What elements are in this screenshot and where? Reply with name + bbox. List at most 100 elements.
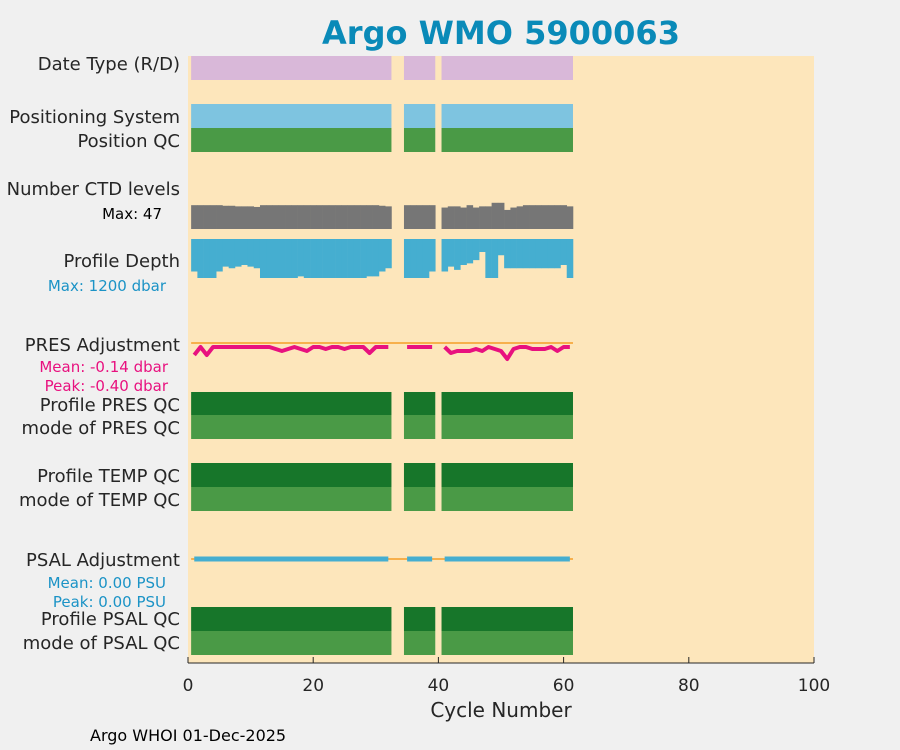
ctd-levels-bar-cycle-4: [209, 205, 217, 229]
ctd-levels-bar-cycle-36: [410, 205, 417, 229]
profile-depth-bar-cycle-28: [360, 239, 367, 278]
profile-depth-bar-cycle-17: [291, 239, 298, 278]
ctd-levels-bar-cycle-30: [372, 205, 380, 229]
profile-depth-bar-cycle-1: [191, 239, 198, 272]
profile-depth-bar-cycle-26: [347, 239, 355, 278]
profile-depth-bar-cycle-61: [566, 239, 574, 278]
ctd-levels-bar-cycle-14: [272, 205, 280, 229]
profile-depth-bar-cycle-5: [216, 239, 223, 272]
mode-psal-qc-bar-1: [191, 631, 392, 655]
profile-depth-bar-cycle-31: [378, 239, 386, 272]
x-tick-label-40: 40: [428, 676, 450, 696]
ctd-levels-bar-cycle-52: [510, 207, 517, 229]
profile-depth-bar-cycle-55: [529, 239, 536, 269]
positioning-system-bar-3: [441, 104, 573, 128]
psal-adjustment-peak-label: Peak: 0.00 PSU: [53, 593, 166, 611]
ctd-levels-bar-cycle-9: [241, 206, 248, 229]
ctd-levels-bar-cycle-19: [303, 205, 311, 229]
profile-depth-bar-cycle-14: [272, 239, 280, 278]
profile-psal-qc-bar-1: [191, 607, 392, 631]
row-label-date-type: Date Type (R/D): [38, 54, 180, 75]
profile-depth-bar-cycle-8: [234, 239, 242, 267]
profile-depth-bar-cycle-49: [491, 239, 499, 278]
ctd-levels-bar-cycle-13: [266, 205, 273, 229]
profile-depth-bar-cycle-52: [510, 239, 517, 269]
profile-depth-bar-cycle-18: [297, 239, 305, 277]
ctd-levels-bar-cycle-43: [454, 206, 461, 229]
ctd-levels-bar-cycle-45: [466, 205, 474, 229]
profile-pres-qc-bar-3: [441, 392, 573, 415]
row-label-pres-adjustment: PRES Adjustment: [25, 335, 180, 356]
x-tick-label-20: 20: [302, 676, 324, 696]
profile-depth-bar-cycle-19: [303, 239, 311, 278]
ctd-levels-bar-cycle-25: [341, 205, 348, 229]
profile-depth-bar-cycle-39: [429, 239, 436, 272]
profile-depth-bar-cycle-41: [441, 239, 449, 272]
profile-depth-bar-cycle-7: [228, 239, 236, 269]
profile-depth-bar-cycle-30: [372, 239, 380, 277]
ctd-levels-bar-cycle-3: [203, 205, 211, 229]
date-type-bar-2: [403, 56, 436, 80]
profile-depth-bar-cycle-24: [335, 239, 342, 278]
ctd-levels-bar-cycle-21: [316, 205, 323, 229]
row-label-profile-pres-qc: Profile PRES QC: [40, 395, 180, 416]
profile-depth-bar-cycle-6: [222, 239, 229, 267]
ctd-levels-bar-cycle-53: [516, 206, 524, 229]
position-qc-bar-2: [403, 128, 436, 152]
profile-depth-bar-cycle-4: [209, 239, 217, 278]
x-axis-ticks: 0 20 40 60 80 100: [183, 657, 830, 696]
ctd-levels-bar-cycle-41: [441, 207, 449, 229]
positioning-system-bar-2: [403, 104, 436, 128]
profile-depth-bar-cycle-38: [422, 239, 430, 278]
profile-depth-bar-cycle-57: [541, 239, 549, 269]
ctd-levels-bar-cycle-59: [554, 205, 561, 229]
profile-temp-qc-bar-3: [441, 463, 573, 487]
x-tick-label-60: 60: [553, 676, 575, 696]
profile-depth-bar-cycle-43: [454, 239, 461, 270]
profile-psal-qc-bar-2: [403, 607, 436, 631]
positioning-system-bar-1: [191, 104, 392, 128]
x-tick-label-0: 0: [183, 676, 194, 696]
profile-depth-bar-cycle-11: [253, 239, 261, 269]
mode-psal-qc-bar-2: [403, 631, 436, 655]
ctd-levels-bar-cycle-54: [522, 205, 530, 229]
ctd-levels-bar-cycle-50: [497, 202, 505, 229]
mode-pres-qc-bar-2: [403, 415, 436, 439]
row-label-mode-pres-qc: mode of PRES QC: [22, 418, 180, 439]
profile-temp-qc-bar-1: [191, 463, 392, 487]
profile-depth-bar-cycle-9: [241, 239, 248, 265]
chart-title: Argo WMO 5900063: [322, 14, 680, 52]
ctd-levels-bar-cycle-38: [422, 205, 430, 229]
pres-adjustment-peak-label: Peak: -0.40 dbar: [45, 377, 169, 395]
mode-psal-qc-bar-3: [441, 631, 573, 655]
pres-adjustment-mean-label: Mean: -0.14 dbar: [39, 358, 169, 376]
ctd-levels-bar-cycle-12: [259, 205, 267, 229]
ctd-levels-bar-cycle-16: [285, 205, 292, 229]
ctd-levels-bar-cycle-51: [504, 209, 511, 229]
plot-area: [188, 56, 814, 663]
row-label-profile-psal-qc: Profile PSAL QC: [41, 609, 180, 630]
profile-depth-bar-cycle-10: [247, 239, 255, 267]
ctd-levels-max-label: Max: 47: [102, 205, 162, 223]
ctd-levels-bar-cycle-28: [360, 205, 367, 229]
profile-depth-bar-cycle-15: [278, 239, 286, 278]
x-tick-label-80: 80: [678, 676, 700, 696]
ctd-levels-bar-cycle-35: [403, 205, 411, 229]
profile-depth-bar-cycle-21: [316, 239, 323, 278]
profile-depth-bar-cycle-37: [416, 239, 424, 278]
ctd-levels-bar-cycle-27: [353, 205, 361, 229]
profile-depth-bar-cycle-60: [560, 239, 568, 265]
profile-depth-bar-cycle-3: [203, 239, 211, 278]
ctd-levels-bar-cycle-31: [378, 205, 386, 229]
ctd-levels-bar-cycle-10: [247, 206, 255, 229]
ctd-levels-bar-cycle-18: [297, 205, 305, 229]
pres-adjustment-line-1: [192, 345, 389, 357]
ctd-levels-bar-cycle-58: [547, 205, 555, 229]
profile-depth-bar-cycle-16: [285, 239, 292, 278]
x-tick-label-100: 100: [798, 676, 830, 696]
profile-depth-bar-cycle-48: [485, 239, 492, 278]
ctd-levels-bar-cycle-7: [228, 205, 236, 229]
row-label-profile-temp-qc: Profile TEMP QC: [37, 466, 180, 487]
profile-depth-bar-cycle-23: [328, 239, 336, 278]
